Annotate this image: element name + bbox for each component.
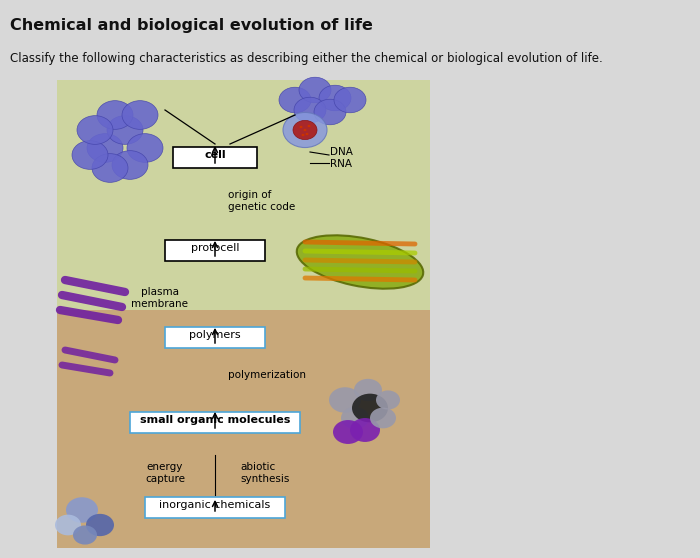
FancyBboxPatch shape xyxy=(165,327,265,348)
Text: polymers: polymers xyxy=(189,330,241,340)
Ellipse shape xyxy=(86,514,114,536)
Ellipse shape xyxy=(97,100,133,129)
Ellipse shape xyxy=(370,408,396,429)
Ellipse shape xyxy=(283,113,327,147)
FancyBboxPatch shape xyxy=(165,240,265,261)
Ellipse shape xyxy=(55,514,81,535)
FancyBboxPatch shape xyxy=(173,147,257,167)
Text: Classify the following characteristics as describing either the chemical or biol: Classify the following characteristics a… xyxy=(10,52,603,65)
Bar xyxy=(57,310,430,548)
Text: energy
capture: energy capture xyxy=(145,462,185,484)
Ellipse shape xyxy=(107,116,143,145)
Ellipse shape xyxy=(297,235,424,288)
Ellipse shape xyxy=(92,153,128,182)
Ellipse shape xyxy=(299,77,331,103)
Text: origin of
genetic code: origin of genetic code xyxy=(228,190,295,211)
Ellipse shape xyxy=(307,125,311,127)
Ellipse shape xyxy=(333,420,363,444)
FancyBboxPatch shape xyxy=(130,412,300,432)
Ellipse shape xyxy=(354,379,382,401)
Text: abiotic
synthesis: abiotic synthesis xyxy=(240,462,289,484)
Ellipse shape xyxy=(304,129,307,131)
Ellipse shape xyxy=(341,407,369,429)
Ellipse shape xyxy=(279,87,311,113)
Ellipse shape xyxy=(66,497,98,523)
Text: polymerization: polymerization xyxy=(228,370,306,380)
Ellipse shape xyxy=(305,133,309,135)
Ellipse shape xyxy=(302,134,304,136)
Text: protocell: protocell xyxy=(190,243,239,253)
Ellipse shape xyxy=(87,134,123,162)
Ellipse shape xyxy=(77,116,113,145)
Ellipse shape xyxy=(293,121,317,140)
Ellipse shape xyxy=(329,387,361,413)
Text: DNA
RNA: DNA RNA xyxy=(330,147,353,169)
Text: plasma
membrane: plasma membrane xyxy=(132,287,188,309)
Ellipse shape xyxy=(300,126,302,128)
Ellipse shape xyxy=(314,99,346,125)
Text: cell: cell xyxy=(204,150,226,160)
Ellipse shape xyxy=(122,100,158,129)
FancyBboxPatch shape xyxy=(146,497,285,518)
Ellipse shape xyxy=(72,141,108,169)
Text: Chemical and biological evolution of life: Chemical and biological evolution of lif… xyxy=(10,18,373,33)
Ellipse shape xyxy=(334,87,366,113)
Ellipse shape xyxy=(294,97,326,123)
Ellipse shape xyxy=(127,134,163,162)
Ellipse shape xyxy=(112,151,148,179)
Text: inorganic chemicals: inorganic chemicals xyxy=(160,500,271,510)
Ellipse shape xyxy=(352,393,388,422)
Ellipse shape xyxy=(350,418,380,442)
Ellipse shape xyxy=(376,391,400,410)
Ellipse shape xyxy=(319,85,351,110)
Ellipse shape xyxy=(73,526,97,545)
Text: small organic molecules: small organic molecules xyxy=(140,415,290,425)
Bar xyxy=(57,80,430,310)
